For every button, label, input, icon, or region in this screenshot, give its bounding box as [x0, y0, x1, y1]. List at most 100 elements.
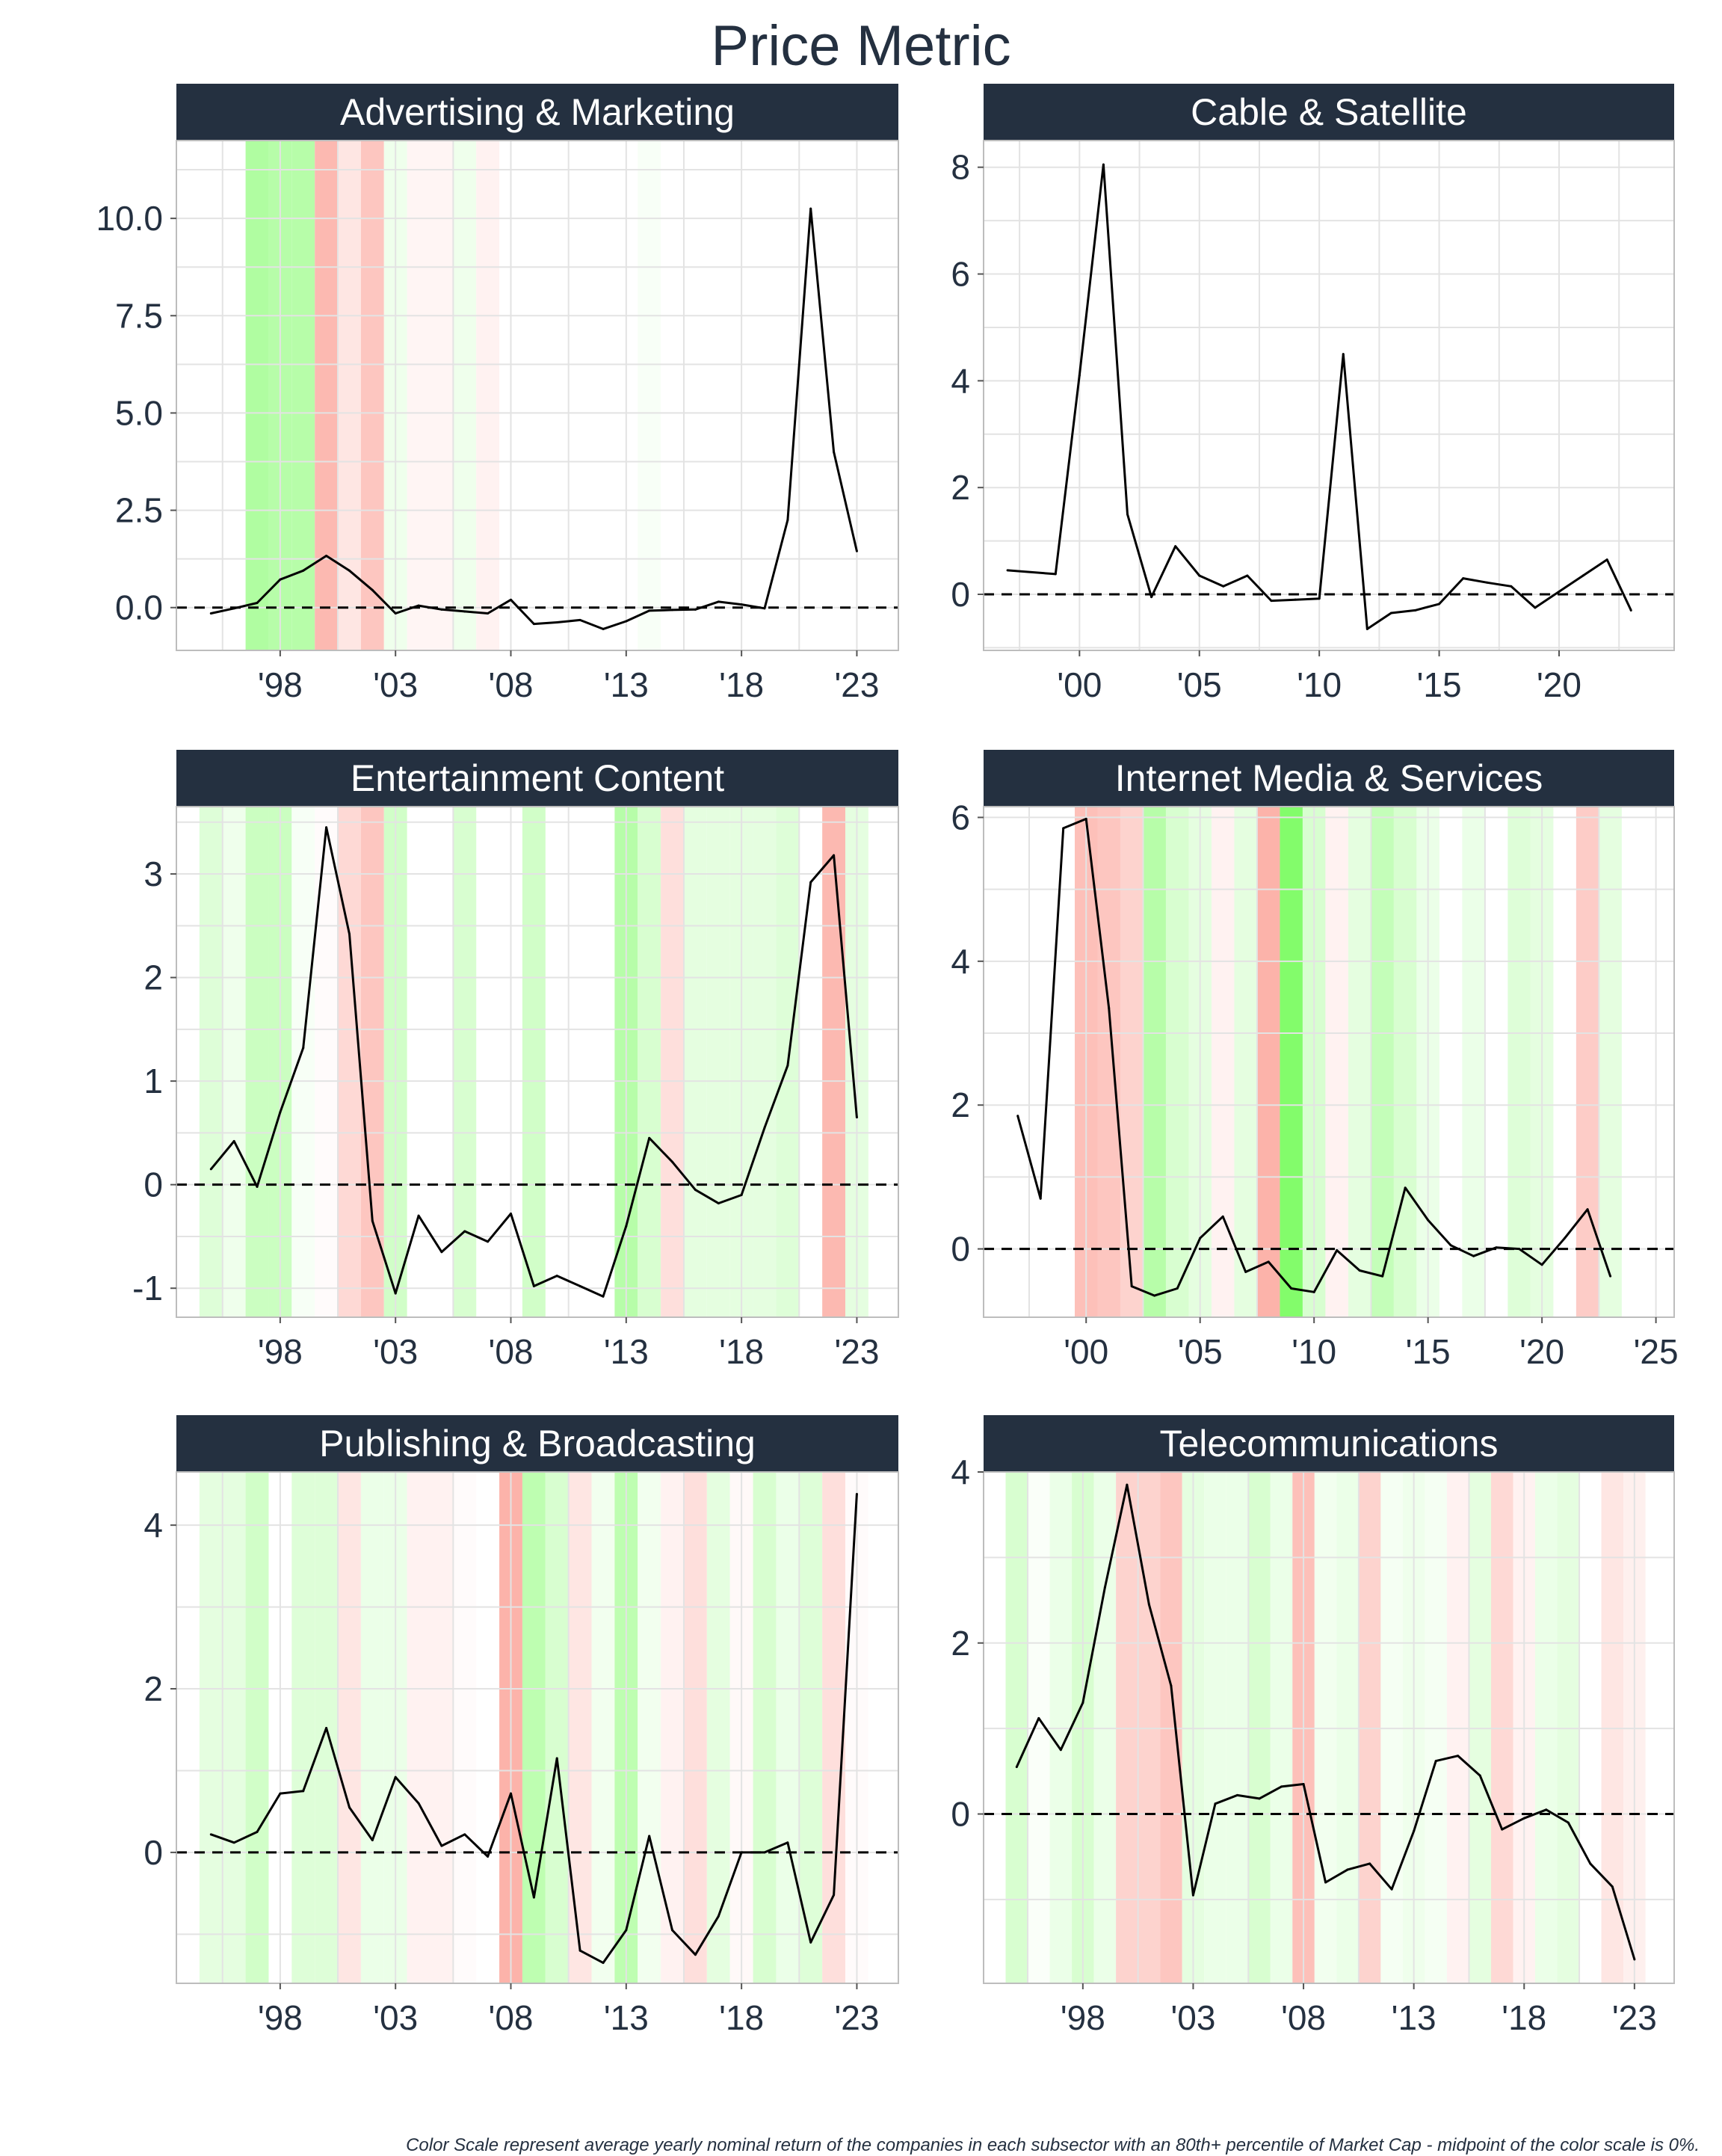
data-point [763, 607, 766, 610]
data-point [1534, 606, 1537, 609]
y-tick-label: 0 [144, 1165, 163, 1204]
data-point [1198, 574, 1201, 577]
x-tick-label: '03 [373, 1332, 418, 1371]
facet-panel: Advertising & Marketing 0.0 2.5 5.0 7.5 10.0 '… [96, 84, 899, 704]
data-point [1221, 1215, 1224, 1218]
x-tick-label: '08 [1281, 1998, 1326, 2037]
x-tick-label: '13 [1392, 1998, 1436, 2037]
data-point [463, 1230, 466, 1233]
return-shading-band [430, 1472, 454, 1983]
return-shading-band [476, 141, 500, 650]
facet-strip [176, 750, 898, 807]
data-point [786, 519, 789, 522]
return-shading-band [1256, 807, 1280, 1317]
y-tick-label: 2 [951, 1085, 970, 1124]
x-tick-label: '13 [604, 1332, 649, 1371]
return-shading-band [1143, 807, 1166, 1317]
data-point [1545, 1808, 1548, 1811]
data-point [740, 1851, 743, 1854]
data-point [371, 1219, 374, 1222]
data-point [833, 450, 836, 453]
return-shading-band [1535, 1472, 1558, 1983]
data-point [625, 1929, 628, 1932]
x-tick-label: '03 [373, 1998, 418, 2037]
y-tick-label: 4 [951, 1453, 970, 1491]
return-shading-band [407, 141, 430, 650]
x-tick-label: '23 [834, 1332, 879, 1371]
return-shading-band [338, 807, 361, 1317]
return-shading-band [706, 807, 730, 1317]
data-point [440, 1251, 443, 1254]
data-point [209, 1168, 212, 1171]
x-tick-label: '18 [1502, 1998, 1546, 2037]
data-point [1147, 1603, 1150, 1606]
data-point [1324, 1881, 1327, 1884]
facet-strip-title: Internet Media & Services [1115, 757, 1543, 799]
facet-panel: Telecommunications 0 2 4 '98 '03 '08 '13 '18 '23 [951, 1415, 1675, 2037]
x-tick-label: '15 [1417, 665, 1462, 704]
y-tick-label: 0 [951, 1795, 970, 1834]
data-point [833, 1894, 836, 1897]
data-point [694, 608, 697, 611]
data-point [1365, 627, 1368, 630]
data-point [1605, 558, 1608, 561]
return-shading-band [1165, 807, 1189, 1317]
data-point [1081, 1701, 1084, 1704]
data-point [1294, 598, 1297, 601]
data-point [809, 207, 812, 210]
x-tick-label: '08 [489, 1998, 534, 2037]
x-tick-label: '18 [719, 665, 764, 704]
data-point [833, 854, 836, 857]
data-point [740, 1194, 743, 1197]
return-shading-band [638, 1472, 661, 1983]
data-point [232, 1139, 235, 1142]
data-point [1191, 1894, 1194, 1897]
data-point [440, 608, 443, 611]
data-point [855, 1116, 858, 1119]
x-tick-label: '05 [1178, 1332, 1223, 1371]
return-shading-band [360, 807, 384, 1317]
x-tick-label: '10 [1297, 665, 1342, 704]
data-point [786, 1064, 789, 1067]
data-point [1629, 609, 1632, 612]
data-point [1540, 1263, 1543, 1266]
data-point [1633, 1958, 1636, 1961]
x-tick-label: '98 [258, 1332, 303, 1371]
data-point [1413, 1829, 1416, 1832]
data-point [325, 1727, 328, 1730]
data-point [578, 1284, 581, 1287]
data-point [1518, 1248, 1521, 1251]
plot-area [984, 1472, 1674, 1983]
data-point [487, 1855, 490, 1858]
data-point [232, 1841, 235, 1844]
data-point [371, 1838, 374, 1841]
data-point [1486, 581, 1489, 584]
data-point [625, 620, 628, 623]
data-point [1170, 1684, 1173, 1687]
return-shading-band [1325, 807, 1348, 1317]
return-shading-band [1116, 1472, 1138, 1983]
return-shading-band [661, 1472, 684, 1983]
data-point [1222, 585, 1225, 588]
return-shading-band [1380, 1472, 1403, 1983]
data-point [1214, 1802, 1217, 1805]
y-tick-label: 4 [951, 361, 970, 400]
data-point [1126, 513, 1129, 516]
return-shading-band [360, 141, 384, 650]
data-point [256, 601, 259, 604]
x-tick-label: '98 [258, 1998, 303, 2037]
data-point [1414, 609, 1416, 612]
data-point [417, 604, 420, 607]
data-point [1558, 590, 1561, 593]
data-point [1346, 1868, 1349, 1871]
data-point [1434, 1760, 1437, 1763]
data-point [1246, 574, 1249, 577]
return-shading-band [1393, 807, 1417, 1317]
facet-panel: Internet Media & Services 0 2 4 6 '00 '05 '10 '1… [951, 750, 1679, 1371]
return-shading-band [683, 807, 707, 1317]
data-point [809, 1941, 812, 1944]
panel-border [983, 1471, 1675, 1984]
price-metric-line [1007, 163, 1632, 630]
facet-strip [984, 1415, 1674, 1472]
plot-area [176, 1472, 898, 1983]
